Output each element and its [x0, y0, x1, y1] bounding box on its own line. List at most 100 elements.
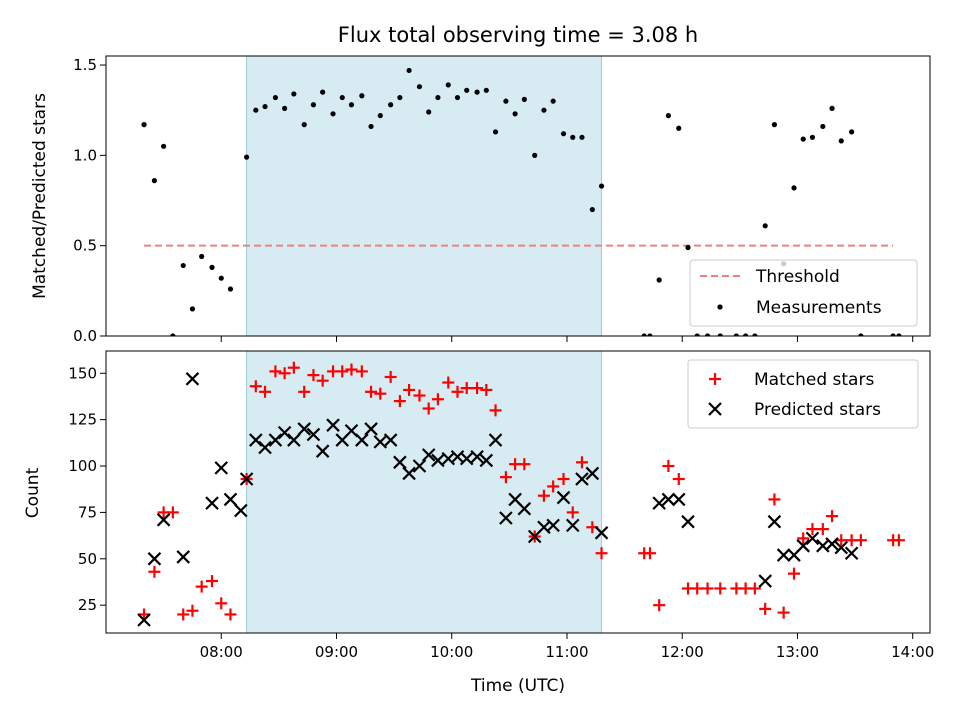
matched-star-point: [701, 582, 714, 595]
matched-star-point: [547, 480, 560, 493]
x-tick-label: 14:00: [891, 643, 934, 661]
x-tick-label: 08:00: [200, 643, 243, 661]
predicted-star-point: [517, 501, 532, 516]
predicted-star-point: [546, 518, 560, 533]
matched-star-point: [826, 510, 839, 523]
measurement-point: [310, 102, 317, 108]
matched-star-point: [269, 365, 282, 378]
measurement-point: [301, 122, 307, 128]
predicted-star-point: [326, 418, 340, 432]
measurement-point: [665, 113, 671, 119]
measurement-point: [209, 264, 215, 270]
matched-star-point: [393, 395, 406, 408]
matched-star-point: [195, 580, 208, 593]
matched-star-point: [854, 534, 867, 547]
measurement-point: [838, 138, 844, 144]
matched-star-point: [575, 456, 588, 469]
x-tick-label: 12:00: [661, 643, 704, 661]
predicted-star-point: [575, 472, 589, 486]
axes-frame-bottom: [105, 350, 931, 634]
predicted-star-point: [585, 466, 600, 481]
measurement-point: [560, 131, 567, 137]
panel-ratio: 0.0 0.5 1.0 1.5 Matched/Predicted stars Thr…: [30, 55, 931, 345]
matched-star-point: [148, 565, 161, 578]
measurement-point: [272, 94, 279, 101]
predicted-star-point: [258, 440, 272, 455]
matched-star-point: [653, 599, 666, 612]
predicted-star-point: [488, 433, 503, 447]
predicted-star-point: [825, 537, 839, 551]
matched-star-point: [422, 402, 435, 415]
measurement-point: [771, 122, 778, 128]
measurement-point: [161, 143, 167, 149]
matched-star-point: [413, 389, 426, 402]
matched-star-point: [384, 370, 397, 383]
matched-star-point: [557, 473, 570, 486]
measurement-point: [291, 91, 297, 97]
matched-star-point: [489, 404, 502, 417]
x-tick-label: 10:00: [430, 643, 473, 661]
predicted-star-point: [393, 455, 407, 470]
measurement-point: [368, 123, 374, 130]
y-axis-ticks-top: 0.0 0.5 1.0 1.5: [73, 56, 106, 345]
measurement-point: [550, 98, 556, 104]
y-tick-label: 50: [78, 550, 97, 568]
measurement-point: [445, 82, 451, 88]
matched-star-point: [442, 376, 455, 389]
y-tick-label: 1.0: [73, 146, 97, 164]
measurement-point: [858, 333, 864, 336]
measurement-point: [339, 94, 345, 101]
measurement-point: [762, 223, 768, 229]
predicted-star-point: [499, 511, 513, 525]
predicted-star-point: [556, 490, 571, 505]
measurement-point: [589, 206, 595, 213]
measurement-point: [829, 105, 835, 111]
measurement-point: [227, 286, 234, 292]
legend-matched-swatch: [709, 373, 721, 385]
matched-star-point: [595, 547, 608, 560]
predicted-star-point: [223, 492, 238, 507]
matched-star-point: [480, 383, 493, 396]
predicted-star-point: [176, 550, 190, 564]
panel-counts-marks: [137, 361, 905, 627]
predicted-star-point: [459, 451, 474, 466]
predicted-star-point: [565, 518, 580, 533]
predicted-star-point: [383, 433, 398, 447]
predicted-star-point: [412, 459, 427, 473]
predicted-star-point: [652, 496, 666, 510]
predicted-star-point: [239, 472, 254, 486]
measurement-point: [694, 333, 700, 336]
predicted-star-point: [470, 449, 484, 464]
matched-star-point: [788, 567, 801, 580]
measurement-point: [262, 103, 268, 110]
y-tick-label: 25: [78, 596, 97, 614]
y-tick-label: 150: [68, 364, 97, 382]
predicted-star-point: [594, 526, 609, 540]
measurement-point: [474, 89, 480, 95]
matched-star-point: [451, 385, 464, 398]
matched-star-point: [797, 532, 810, 545]
predicted-star-point: [249, 433, 263, 447]
y-axis-label-ratio: Matched/Predicted stars: [30, 93, 50, 299]
predicted-star-point: [661, 492, 676, 507]
predicted-star-point: [844, 546, 859, 561]
x-axis-ticks-top: [220, 336, 914, 342]
measurement-point: [752, 333, 758, 336]
predicted-star-point: [277, 425, 292, 440]
matched-star-point: [691, 582, 704, 595]
predicted-star-point: [315, 444, 330, 458]
measurement-point: [579, 134, 585, 140]
matched-star-point: [777, 606, 790, 619]
matched-star-point: [177, 608, 190, 621]
x-axis-label: Time (UTC): [470, 676, 565, 696]
matched-star-point: [138, 608, 151, 621]
measurement-point: [454, 94, 461, 101]
measurement-point: [541, 107, 547, 113]
y-axis-label-count: Count: [23, 467, 43, 518]
measurement-point: [512, 111, 518, 117]
measurement-point: [426, 109, 432, 115]
measurement-point: [330, 111, 336, 117]
shaded-interval-bottom: [246, 350, 603, 634]
x-tick-label: 13:00: [776, 643, 819, 661]
matched-star-point: [206, 575, 219, 588]
